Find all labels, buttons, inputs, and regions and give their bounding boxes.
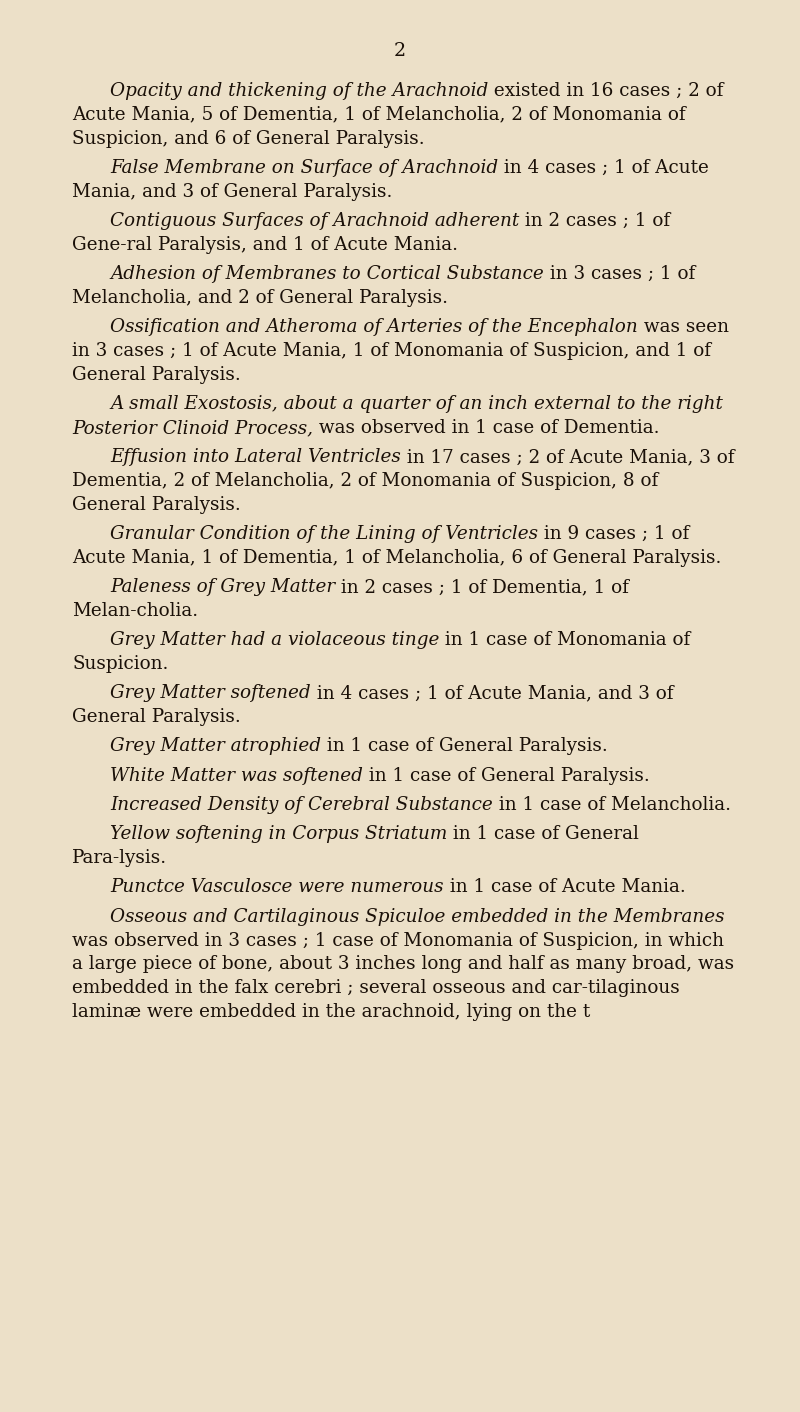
Text: in 1 case of General: in 1 case of General	[447, 826, 639, 843]
Text: Yellow softening in Corpus Striatum: Yellow softening in Corpus Striatum	[110, 826, 447, 843]
Text: Increased Density of Cerebral Substance: Increased Density of Cerebral Substance	[110, 796, 493, 815]
Text: in 9 cases ; 1 of: in 9 cases ; 1 of	[538, 525, 690, 544]
Text: Opacity and thickening of the Arachnoid: Opacity and thickening of the Arachnoid	[110, 82, 488, 100]
Text: in 4 cases ; 1 of Acute: in 4 cases ; 1 of Acute	[498, 160, 709, 176]
Text: Punctce Vasculosce were numerous: Punctce Vasculosce were numerous	[110, 878, 443, 897]
Text: Paleness of Grey Matter: Paleness of Grey Matter	[110, 578, 335, 596]
Text: Grey Matter atrophied: Grey Matter atrophied	[110, 737, 321, 755]
Text: was seen: was seen	[638, 318, 729, 336]
Text: Mania, and 3 of General Paralysis.: Mania, and 3 of General Paralysis.	[72, 182, 392, 201]
Text: Adhesion of Membranes to Cortical Substance: Adhesion of Membranes to Cortical Substa…	[110, 265, 544, 282]
Text: Suspicion, and 6 of General Paralysis.: Suspicion, and 6 of General Paralysis.	[72, 130, 425, 148]
Text: Gene-ral Paralysis, and 1 of Acute Mania.: Gene-ral Paralysis, and 1 of Acute Mania…	[72, 236, 458, 254]
Text: A small Exostosis, about a quarter of an inch external to the right: A small Exostosis, about a quarter of an…	[110, 395, 723, 414]
Text: Osseous and Cartilaginous Spiculoe embedded in the Membranes: Osseous and Cartilaginous Spiculoe embed…	[110, 908, 725, 926]
Text: in 1 case of Melancholia.: in 1 case of Melancholia.	[493, 796, 730, 815]
Text: in 1 case of General Paralysis.: in 1 case of General Paralysis.	[363, 767, 650, 785]
Text: Grey Matter had a violaceous tinge: Grey Matter had a violaceous tinge	[110, 631, 439, 650]
Text: Dementia, 2 of Melancholia, 2 of Monomania of Suspicion, 8 of: Dementia, 2 of Melancholia, 2 of Monoman…	[72, 472, 658, 490]
Text: General Paralysis.: General Paralysis.	[72, 496, 241, 514]
Text: in 3 cases ; 1 of Acute Mania, 1 of Monomania of Suspicion, and 1 of: in 3 cases ; 1 of Acute Mania, 1 of Mono…	[72, 342, 711, 360]
Text: a large piece of bone, about 3 inches long and half as many broad, was: a large piece of bone, about 3 inches lo…	[72, 956, 734, 973]
Text: in 1 case of Monomania of: in 1 case of Monomania of	[439, 631, 690, 650]
Text: Grey Matter softened: Grey Matter softened	[110, 685, 310, 702]
Text: in 17 cases ; 2 of Acute Mania, 3 of: in 17 cases ; 2 of Acute Mania, 3 of	[401, 448, 734, 466]
Text: in 2 cases ; 1 of: in 2 cases ; 1 of	[519, 212, 670, 230]
Text: Acute Mania, 1 of Dementia, 1 of Melancholia, 6 of General Paralysis.: Acute Mania, 1 of Dementia, 1 of Melanch…	[72, 549, 722, 566]
Text: Para-lysis.: Para-lysis.	[72, 849, 167, 867]
Text: in 1 case of General Paralysis.: in 1 case of General Paralysis.	[321, 737, 608, 755]
Text: Acute Mania, 5 of Dementia, 1 of Melancholia, 2 of Monomania of: Acute Mania, 5 of Dementia, 1 of Melanch…	[72, 106, 686, 124]
Text: White Matter was softened: White Matter was softened	[110, 767, 363, 785]
Text: General Paralysis.: General Paralysis.	[72, 366, 241, 384]
Text: Effusion into Lateral Ventricles: Effusion into Lateral Ventricles	[110, 448, 401, 466]
Text: in 3 cases ; 1 of: in 3 cases ; 1 of	[544, 265, 695, 282]
Text: in 1 case of Acute Mania.: in 1 case of Acute Mania.	[443, 878, 686, 897]
Text: Melan-cholia.: Melan-cholia.	[72, 602, 198, 620]
Text: Ossification and Atheroma of Arteries of the Encephalon: Ossification and Atheroma of Arteries of…	[110, 318, 638, 336]
Text: False Membrane on Surface of Arachnoid: False Membrane on Surface of Arachnoid	[110, 160, 498, 176]
Text: embedded in the falx cerebri ; several osseous and car-tilaginous: embedded in the falx cerebri ; several o…	[72, 979, 680, 997]
Text: Contiguous Surfaces of Arachnoid adherent: Contiguous Surfaces of Arachnoid adheren…	[110, 212, 519, 230]
Text: laminæ were embedded in the arachnoid, lying on the t: laminæ were embedded in the arachnoid, l…	[72, 1003, 590, 1021]
Text: was observed in 3 cases ; 1 case of Monomania of Suspicion, in which: was observed in 3 cases ; 1 case of Mono…	[72, 932, 724, 950]
Text: was observed in 1 case of Dementia.: was observed in 1 case of Dementia.	[313, 419, 659, 436]
Text: Granular Condition of the Lining of Ventricles: Granular Condition of the Lining of Vent…	[110, 525, 538, 544]
Text: existed in 16 cases ; 2 of: existed in 16 cases ; 2 of	[488, 82, 724, 100]
Text: Melancholia, and 2 of General Paralysis.: Melancholia, and 2 of General Paralysis.	[72, 289, 448, 306]
Text: 2: 2	[394, 42, 406, 59]
Text: in 2 cases ; 1 of Dementia, 1 of: in 2 cases ; 1 of Dementia, 1 of	[335, 578, 629, 596]
Text: in 4 cases ; 1 of Acute Mania, and 3 of: in 4 cases ; 1 of Acute Mania, and 3 of	[310, 685, 673, 702]
Text: Posterior Clinoid Process,: Posterior Clinoid Process,	[72, 419, 313, 436]
Text: Suspicion.: Suspicion.	[72, 655, 168, 674]
Text: General Paralysis.: General Paralysis.	[72, 709, 241, 726]
